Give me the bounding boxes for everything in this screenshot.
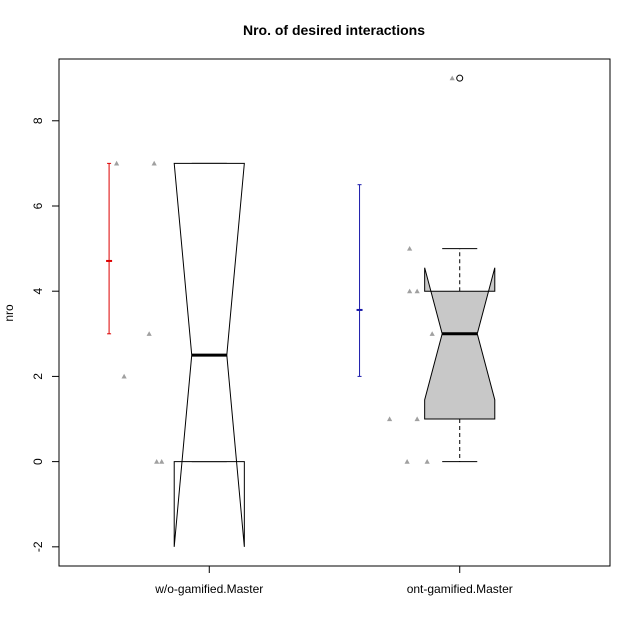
plot-frame xyxy=(58,58,611,567)
y-tick-label: 2 xyxy=(31,373,45,380)
axes-layer: -2 0 2 4 6 8 w/o-gamified.Master ont-gamified.M… xyxy=(31,117,513,596)
chart-title: Nro. of desired interactions xyxy=(243,22,425,38)
data-point xyxy=(407,245,413,251)
data-point xyxy=(387,416,393,422)
data-point xyxy=(407,288,413,294)
outlier-point xyxy=(456,74,464,82)
data-point xyxy=(414,288,420,294)
points-layer xyxy=(114,75,455,464)
data-point xyxy=(154,459,160,464)
data-point xyxy=(424,459,430,464)
y-tick-label: 6 xyxy=(31,202,45,209)
data-point xyxy=(429,331,435,336)
data-point xyxy=(121,373,127,379)
y-tick-label: -2 xyxy=(31,541,45,552)
y-axis-label: nro xyxy=(2,304,16,322)
data-point xyxy=(146,331,152,336)
data-point xyxy=(151,160,157,166)
data-point xyxy=(404,459,410,464)
x-tick-label: ont-gamified.Master xyxy=(407,582,513,596)
data-point xyxy=(114,160,120,166)
data-point xyxy=(449,75,455,81)
data-point xyxy=(159,459,165,464)
boxes-layer xyxy=(173,74,496,547)
y-tick-label: 4 xyxy=(31,288,45,295)
y-tick-label: 0 xyxy=(31,458,45,465)
means-layer xyxy=(106,162,363,377)
x-tick-label: w/o-gamified.Master xyxy=(154,582,263,596)
y-tick-label: 8 xyxy=(31,117,45,124)
data-point xyxy=(414,416,420,422)
box-body xyxy=(424,267,496,420)
